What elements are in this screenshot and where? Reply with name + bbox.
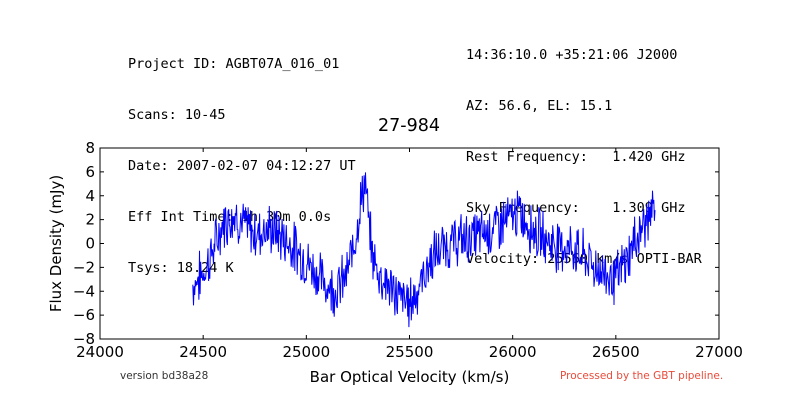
y-tick-label: −8 — [73, 330, 95, 348]
y-tick-label: 6 — [85, 163, 95, 181]
y-tick-labels: −8 −6 −4 −2 0 2 4 6 8 — [73, 139, 95, 348]
y-tick-label: 4 — [85, 187, 95, 205]
az-el-text: AZ: 56.6, EL: 15.1 — [466, 98, 613, 114]
ticks-layer — [99, 147, 720, 340]
version-text: version bd38a28 — [120, 370, 209, 382]
x-tick-labels: 24000 24500 25000 25500 26000 26500 27000 — [76, 343, 743, 361]
x-tick-label: 26000 — [489, 343, 537, 361]
x-tick-label: 27000 — [695, 343, 743, 361]
x-tick-label: 26500 — [592, 343, 640, 361]
rest-frequency-text: Rest Frequency: 1.420 GHz — [466, 149, 686, 165]
project-id-text: Project ID: AGBT07A_016_01 — [128, 56, 340, 72]
y-axis-label: Flux Density (mJy) — [47, 175, 65, 312]
y-tick-label: 0 — [85, 235, 95, 253]
x-tick-label: 24500 — [179, 343, 227, 361]
spectrum-series-line — [192, 172, 656, 328]
x-tick-label: 25500 — [386, 343, 434, 361]
scans-text: Scans: 10-45 — [128, 107, 226, 123]
y-tick-label: 2 — [85, 211, 95, 229]
pipeline-credit-text: Processed by the GBT pipeline. — [560, 370, 724, 382]
velocity-text: Velocity: 25560 km/s OPTI-BAR — [466, 251, 702, 267]
y-tick-label: −2 — [73, 258, 95, 276]
y-tick-label: 8 — [85, 139, 95, 157]
spectrum-layer — [192, 172, 656, 328]
x-tick-label: 25000 — [282, 343, 330, 361]
date-text: Date: 2007-02-07 04:12:27 UT — [128, 158, 356, 174]
y-tick-label: −6 — [73, 306, 95, 324]
x-tick-label: 24000 — [76, 343, 124, 361]
x-axis-label: Bar Optical Velocity (km/s) — [310, 368, 510, 386]
coordinates-text: 14:36:10.0 +35:21:06 J2000 — [466, 47, 678, 63]
observation-info-right: 14:36:10.0 +35:21:06 J2000 AZ: 56.6, EL:… — [466, 13, 702, 302]
chart-title: 27-984 — [378, 116, 440, 136]
y-tick-label: −4 — [73, 282, 95, 300]
